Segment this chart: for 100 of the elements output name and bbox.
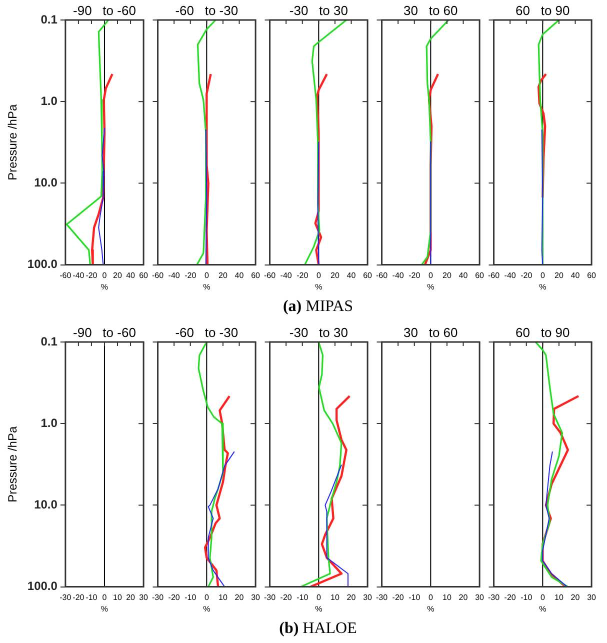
x-tick-label: 20: [570, 592, 580, 602]
x-tick-label: -60: [152, 270, 164, 280]
x-tick-label: 40: [346, 270, 356, 280]
x-axis-title: %: [539, 604, 546, 614]
x-tick-label: 10: [330, 592, 340, 602]
x-tick-label: -10: [86, 592, 98, 602]
x-tick-label: 20: [554, 270, 564, 280]
text: (a) MIPAS: [282, 298, 354, 316]
x-tick-label: -30: [152, 592, 164, 602]
x-axis-title: %: [315, 282, 322, 292]
x-tick-label: -20: [168, 592, 180, 602]
text: (b) HALOE: [279, 620, 357, 638]
x-tick-label: 30: [475, 592, 485, 602]
x-tick-label: 60: [587, 270, 597, 280]
x-tick-label: -30: [376, 592, 388, 602]
chart-title: -30 to 30: [289, 3, 348, 18]
x-tick-label: -10: [520, 592, 533, 602]
x-tick-label: 0: [540, 592, 546, 602]
chart-title: 60 to 90: [516, 3, 570, 18]
x-tick-label: 30: [139, 592, 149, 602]
chart-title: 30 to 60: [404, 325, 458, 340]
y-axis-title: Pressure /hPa: [6, 426, 20, 502]
x-tick-label: 60: [139, 270, 149, 280]
x-tick-label: -20: [280, 592, 292, 602]
x-tick-label: 20: [442, 270, 452, 280]
x-tick-label: 60: [251, 270, 261, 280]
x-tick-label: 60: [475, 270, 485, 280]
y-tick-label: 100.0: [27, 579, 58, 594]
x-tick-label: -30: [60, 592, 72, 602]
x-tick-label: 20: [234, 592, 244, 602]
chart-title: -30 to 30: [289, 325, 348, 340]
x-tick-label: 30: [251, 592, 261, 602]
x-axis-title: %: [427, 604, 434, 614]
x-axis-title: %: [427, 282, 434, 292]
x-tick-label: -20: [504, 592, 516, 602]
x-tick-label: -40: [504, 270, 516, 280]
x-tick-label: 10: [442, 592, 452, 602]
x-tick-label: -20: [296, 270, 309, 280]
x-axis-title: %: [100, 282, 108, 292]
x-axis-title: %: [203, 604, 210, 614]
x-tick-label: 0: [428, 270, 434, 280]
x-tick-label: 60: [363, 270, 373, 280]
x-tick-label: 40: [234, 270, 244, 280]
x-tick-label: 0: [540, 270, 546, 280]
x-tick-label: -60: [60, 270, 72, 280]
x-tick-label: 0: [204, 270, 210, 280]
y-tick-label: 1.0: [40, 416, 58, 430]
x-tick-label: 0: [316, 270, 322, 280]
x-axis-title: %: [203, 282, 210, 292]
x-tick-label: -60: [264, 270, 276, 280]
x-axis-title: %: [539, 282, 546, 292]
x-tick-label: -10: [184, 592, 197, 602]
y-tick-label: 1.0: [40, 94, 58, 108]
x-tick-label: 20: [218, 270, 228, 280]
x-tick-label: 40: [458, 270, 468, 280]
x-tick-label: -20: [520, 270, 533, 280]
x-tick-label: 0: [102, 592, 108, 602]
x-axis-title: %: [100, 604, 108, 614]
x-tick-label: 20: [330, 270, 340, 280]
x-tick-label: -10: [408, 592, 421, 602]
y-tick-label: 10.0: [34, 498, 58, 512]
y-axis-title: Pressure /hPa: [6, 104, 20, 180]
x-tick-label: 0: [102, 270, 108, 280]
x-tick-label: -20: [184, 270, 197, 280]
x-tick-label: -40: [72, 270, 85, 280]
x-tick-label: 20: [458, 592, 468, 602]
y-tick-label: 100.0: [27, 257, 58, 272]
x-tick-label: 40: [126, 270, 136, 280]
x-tick-label: -60: [376, 270, 388, 280]
y-tick-label: 0.1: [40, 12, 58, 26]
x-tick-label: 20: [346, 592, 356, 602]
x-tick-label: -40: [168, 270, 180, 280]
x-tick-label: -30: [264, 592, 276, 602]
x-tick-label: 30: [587, 592, 597, 602]
x-tick-label: 10: [218, 592, 228, 602]
x-tick-label: 10: [113, 592, 123, 602]
x-tick-label: -10: [296, 592, 309, 602]
chart-title: -60 to -30: [175, 325, 238, 340]
y-tick-label: 0.1: [40, 334, 58, 348]
x-tick-label: 30: [363, 592, 373, 602]
x-tick-label: 0: [204, 592, 210, 602]
chart-title: 30 to 60: [404, 3, 458, 18]
y-tick-label: 10.0: [34, 176, 58, 190]
x-tick-label: -20: [72, 592, 85, 602]
x-tick-label: -20: [408, 270, 421, 280]
x-tick-label: 0: [428, 592, 434, 602]
x-tick-label: -40: [392, 270, 404, 280]
x-tick-label: 40: [570, 270, 580, 280]
x-tick-label: 20: [126, 592, 136, 602]
x-tick-label: -30: [488, 592, 500, 602]
x-tick-label: -20: [86, 270, 98, 280]
chart-title: -60 to -30: [175, 3, 238, 18]
x-tick-label: 0: [316, 592, 322, 602]
chart-title: -90 to -60: [73, 3, 136, 18]
x-tick-label: 10: [554, 592, 564, 602]
x-tick-label: -40: [280, 270, 292, 280]
chart-title: -90 to -60: [73, 325, 136, 340]
chart-title: 60 to 90: [516, 325, 570, 340]
x-axis-title: %: [315, 604, 322, 614]
x-tick-label: 20: [113, 270, 123, 280]
